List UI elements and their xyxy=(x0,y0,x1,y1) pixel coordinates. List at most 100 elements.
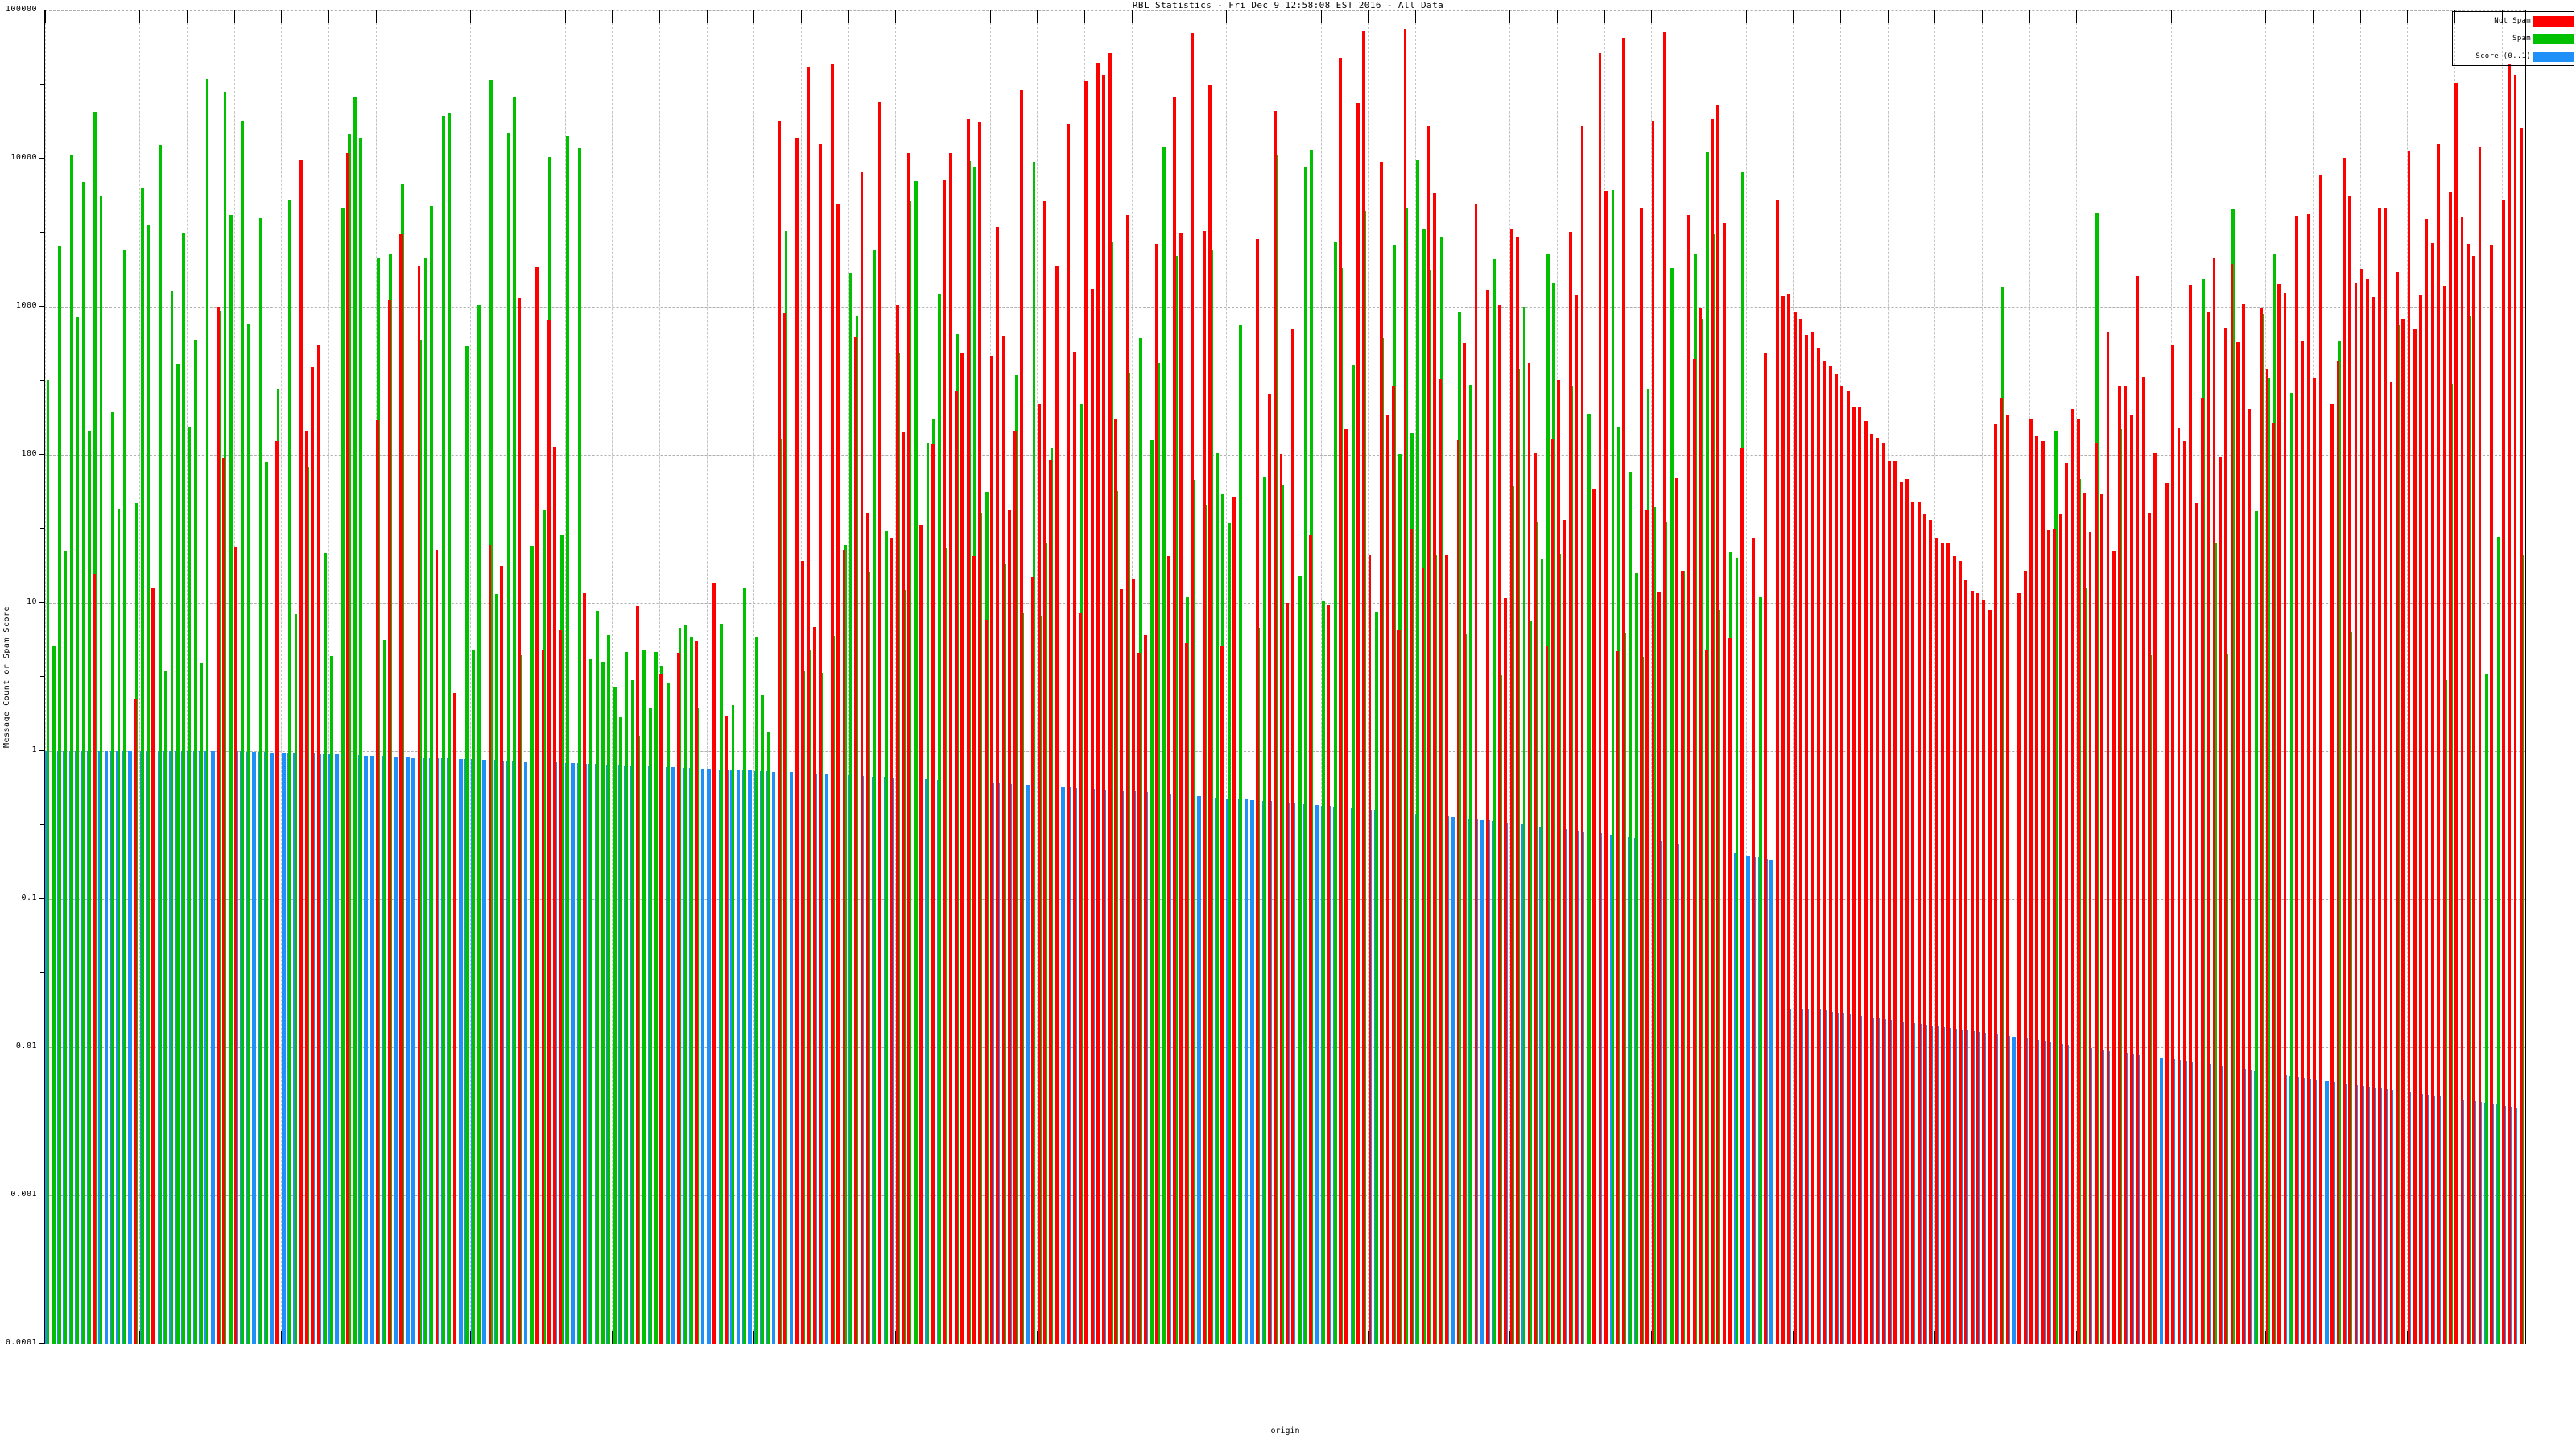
bar-not-spam xyxy=(831,64,834,1344)
bar-spam xyxy=(613,687,617,1344)
y-tick-label: 1 xyxy=(31,745,37,754)
bar-not-spam xyxy=(1421,568,1425,1344)
bar-not-spam xyxy=(1055,265,1059,1344)
bar-not-spam xyxy=(2354,283,2358,1344)
bar-spam xyxy=(147,225,151,1344)
bar-score xyxy=(748,770,753,1344)
bar-not-spam xyxy=(1639,207,1643,1344)
bar-spam xyxy=(683,625,687,1344)
y-tick-label: 100000 xyxy=(5,5,37,14)
bar-not-spam xyxy=(500,566,503,1344)
bar-not-spam xyxy=(1439,379,1443,1344)
horizontal-gridline xyxy=(45,1195,2525,1196)
top-axis-tick xyxy=(1320,10,1322,23)
bar-spam xyxy=(205,78,209,1344)
bar-score xyxy=(1061,786,1065,1344)
bar-not-spam xyxy=(2407,151,2411,1344)
bar-not-spam xyxy=(1031,576,1035,1344)
bar-spam xyxy=(52,646,56,1344)
bar-score xyxy=(789,772,794,1344)
bar-not-spam xyxy=(399,234,403,1344)
horizontal-gridline xyxy=(45,10,2525,11)
y-tick-label: 0.01 xyxy=(15,1042,37,1051)
bar-not-spam xyxy=(1976,593,1979,1344)
bar-not-spam xyxy=(1380,162,1384,1344)
y-minor-tick xyxy=(40,528,44,529)
bar-not-spam xyxy=(1621,38,1625,1344)
bar-spam xyxy=(1375,611,1378,1344)
bar-not-spam xyxy=(2437,143,2441,1344)
bar-spam xyxy=(175,363,180,1344)
bar-not-spam xyxy=(1037,403,1041,1344)
bar-not-spam xyxy=(559,630,563,1344)
bar-not-spam xyxy=(2083,493,2086,1344)
bar-not-spam xyxy=(1864,421,1868,1344)
bar-score xyxy=(771,771,776,1344)
bar-score xyxy=(571,763,575,1344)
bar-not-spam xyxy=(1870,434,1873,1344)
bar-not-spam xyxy=(1823,361,1827,1344)
bar-not-spam xyxy=(2513,74,2517,1344)
legend-swatch-spam xyxy=(2533,33,2574,44)
bar-spam xyxy=(566,135,569,1344)
y-minor-tick xyxy=(40,380,44,381)
bar-not-spam xyxy=(2094,442,2098,1344)
bar-score xyxy=(411,757,415,1344)
bar-not-spam xyxy=(1338,58,1342,1344)
top-axis-tick xyxy=(328,10,330,23)
bar-not-spam xyxy=(2100,494,2103,1344)
bar-spam xyxy=(642,650,646,1344)
bar-spam xyxy=(1298,575,1302,1344)
bar-spam xyxy=(241,120,245,1344)
bar-spam xyxy=(1758,597,1762,1344)
bar-spam xyxy=(99,195,103,1344)
vertical-gridline xyxy=(1226,10,1228,1344)
bar-not-spam xyxy=(1125,215,1129,1344)
bar-score xyxy=(1480,819,1484,1344)
bar-not-spam xyxy=(1699,308,1703,1344)
top-axis-tick xyxy=(2501,10,2503,23)
bar-not-spam xyxy=(275,441,279,1344)
y-tick-mark xyxy=(39,1343,44,1344)
bar-spam xyxy=(87,430,91,1344)
y-tick-mark xyxy=(39,454,44,455)
bar-not-spam xyxy=(1279,453,1283,1344)
y-tick-label: 10000 xyxy=(10,153,37,162)
bar-not-spam xyxy=(2283,293,2287,1344)
bar-not-spam xyxy=(2301,341,2305,1344)
vertical-gridline xyxy=(1320,10,1322,1344)
bar-not-spam xyxy=(2041,441,2045,1344)
bar-not-spam xyxy=(990,355,993,1344)
bar-spam xyxy=(448,112,452,1344)
bar-spam xyxy=(914,180,918,1344)
bar-spam xyxy=(1469,384,1473,1344)
bar-spam xyxy=(1587,414,1591,1344)
bar-spam xyxy=(424,258,427,1344)
bar-spam xyxy=(1322,601,1325,1344)
bar-spam xyxy=(442,115,445,1344)
bar-score xyxy=(369,755,374,1344)
y-tick-label: 100 xyxy=(21,449,37,458)
bar-spam xyxy=(1634,573,1638,1344)
top-axis-tick xyxy=(706,10,708,23)
bar-not-spam xyxy=(1397,630,1402,1344)
bar-not-spam xyxy=(712,582,716,1344)
bar-not-spam xyxy=(1155,243,1159,1344)
chart-legend: Not Spam Spam Score (0..1) xyxy=(2452,11,2574,66)
bar-not-spam xyxy=(2330,404,2334,1344)
bar-not-spam xyxy=(2342,158,2346,1344)
bar-not-spam xyxy=(518,297,522,1344)
bar-not-spam xyxy=(1893,460,1897,1344)
bar-not-spam xyxy=(1533,452,1537,1344)
bar-not-spam xyxy=(1575,295,1579,1344)
bar-not-spam xyxy=(966,119,970,1344)
bar-spam xyxy=(2485,673,2489,1344)
bar-not-spam xyxy=(1764,353,1767,1344)
bar-not-spam xyxy=(1728,637,1732,1344)
bar-not-spam xyxy=(1775,200,1779,1344)
bar-not-spam xyxy=(346,152,350,1344)
bar-not-spam xyxy=(1444,555,1448,1344)
bar-not-spam xyxy=(217,306,220,1344)
bar-spam xyxy=(625,651,629,1344)
bar-score xyxy=(405,757,410,1344)
